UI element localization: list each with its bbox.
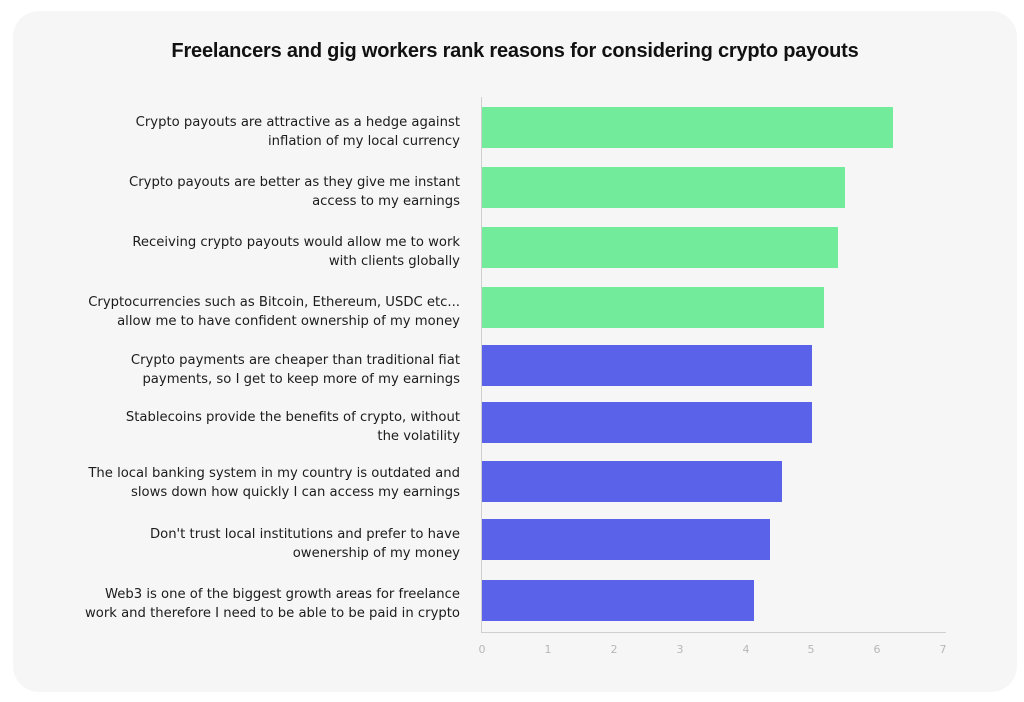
x-tick-label: 7 [939, 643, 947, 656]
category-label: Web3 is one of the biggest growth areas … [85, 587, 460, 621]
x-tick-label: 2 [610, 643, 618, 656]
bar [482, 402, 812, 443]
x-tick-label: 4 [742, 643, 750, 656]
x-tick-label: 1 [544, 643, 552, 656]
category-label: Don't trust local institutions and prefe… [149, 527, 460, 561]
category-label: Crypto payouts are attractive as a hedge… [135, 115, 460, 149]
x-axis-line [481, 632, 946, 633]
bar [482, 461, 782, 502]
chart-title: Freelancers and gig workers rank reasons… [171, 40, 859, 62]
bar [482, 167, 845, 208]
bar [482, 519, 770, 560]
bar [482, 287, 824, 328]
x-tick-label: 5 [807, 643, 815, 656]
bar [482, 227, 838, 268]
bar [482, 345, 812, 386]
category-label: Receiving crypto payouts would allow me … [132, 235, 460, 269]
y-axis-line [481, 97, 482, 633]
category-label: Stablecoins provide the benefits of cryp… [125, 410, 460, 444]
category-label: Crypto payments are cheaper than traditi… [130, 353, 460, 387]
bar [482, 580, 754, 621]
category-label: Cryptocurrencies such as Bitcoin, Ethere… [88, 295, 460, 329]
x-tick-label: 3 [676, 643, 684, 656]
x-tick-label: 0 [478, 643, 486, 656]
category-label: The local banking system in my country i… [88, 466, 460, 500]
category-label: Crypto payouts are better as they give m… [129, 175, 460, 209]
x-tick-label: 6 [873, 643, 881, 656]
bar [482, 107, 893, 148]
